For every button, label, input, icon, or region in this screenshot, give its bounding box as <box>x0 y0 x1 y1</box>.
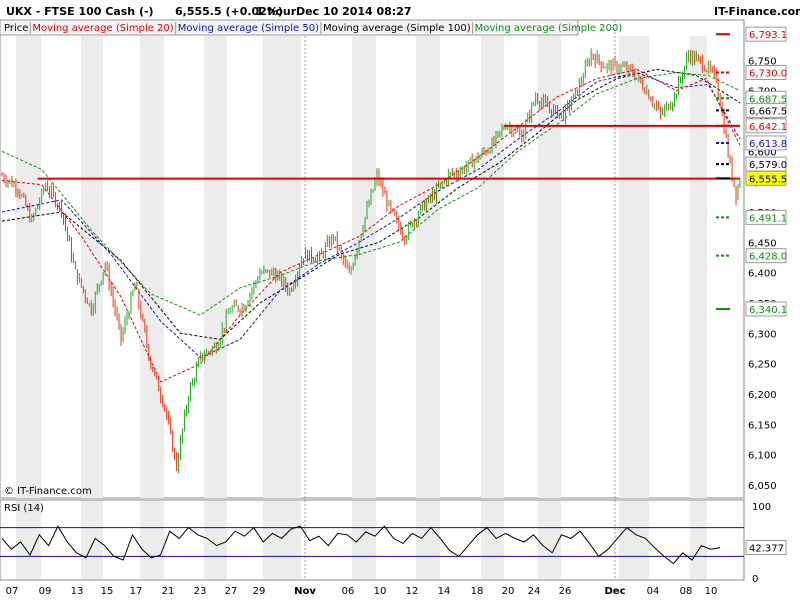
rsi-panel-frame <box>0 499 745 581</box>
session-band <box>416 36 440 498</box>
price-tag-label: 6,428.0 <box>749 252 787 263</box>
legend-box <box>0 19 579 36</box>
rsi-session-band <box>140 501 164 579</box>
legend-entry: Moving average (Simple 20) <box>32 23 173 34</box>
rsi-session-band <box>416 501 440 579</box>
interval-label: 1 hour <box>256 5 297 18</box>
price-tag-box <box>745 102 787 118</box>
session-band <box>352 36 376 498</box>
x-tick-label: 07 <box>6 586 19 597</box>
price-tag-label: 6,491.1 <box>749 213 787 224</box>
rsi-label: RSI (14) <box>4 503 44 514</box>
rsi-session-band <box>204 501 227 579</box>
rsi-line <box>1 525 721 565</box>
rsi-session-band <box>619 501 649 579</box>
price-tag-label: 6,613.8 <box>749 139 787 150</box>
x-tick-label: 10 <box>705 586 718 597</box>
x-tick-label: 04 <box>647 586 660 597</box>
y-tick-label: 6,300 <box>748 329 777 340</box>
y-tick-label: 6,100 <box>748 451 777 462</box>
price-tag-label: 6,687.5 <box>749 94 787 105</box>
session-band <box>16 36 41 498</box>
x-tick-label: 26 <box>559 586 572 597</box>
session-band <box>690 36 707 498</box>
brand-label: IT-Finance.com <box>714 5 800 18</box>
x-tick-label: 06 <box>342 586 355 597</box>
x-tick-label: 21 <box>162 586 175 597</box>
legend-entry: Moving average (Simple 200) <box>475 23 623 34</box>
session-band <box>263 36 301 498</box>
price-tag-box <box>745 26 787 42</box>
session-band <box>204 36 227 498</box>
x-tick-label: 08 <box>680 586 693 597</box>
price-tag-box <box>745 135 787 151</box>
symbol-title: UKX - FTSE 100 Cash (-) <box>6 5 154 18</box>
price-tag-label: 6,579.0 <box>749 160 787 171</box>
y-tick-label: 6,600 <box>748 147 777 158</box>
legend-entry: Moving average (Simple 50) <box>178 23 319 34</box>
session-band <box>538 36 561 498</box>
copyright-label: © IT-Finance.com <box>4 486 92 497</box>
x-tick-label: 14 <box>438 586 451 597</box>
rsi-session-band <box>538 501 561 579</box>
price-tag-box <box>745 248 787 264</box>
price-tag-box <box>745 301 787 317</box>
legend: Price Moving average (Simple 20) Moving av… <box>0 19 623 36</box>
rsi-value-label: 42.377 <box>749 543 784 554</box>
price-tag-label: 6,730.0 <box>749 68 787 79</box>
price-tag-label: 6,642.1 <box>749 122 787 133</box>
rsi-session-band <box>352 501 376 579</box>
x-tick-label: 29 <box>253 586 266 597</box>
session-band <box>140 36 164 498</box>
y-tick-label: 6,450 <box>748 238 777 249</box>
x-tick-label: Dec <box>604 586 625 597</box>
quote-value: 6,555.5 (+0.02%) <box>175 5 283 18</box>
rsi-session-band <box>263 501 301 579</box>
series-line-ma200 <box>1 71 741 316</box>
x-tick-label: 17 <box>130 586 143 597</box>
rsi-session-band <box>481 501 504 579</box>
price-tag-box <box>745 170 787 186</box>
x-tick-label: 18 <box>471 586 484 597</box>
x-tick-label: 20 <box>502 586 515 597</box>
price-tag-label: 6,340.1 <box>749 305 787 316</box>
rsi-value-box <box>745 539 787 555</box>
session-band <box>81 36 103 498</box>
price-tag-label: 6,793.1 <box>749 30 787 41</box>
rsi-session-band <box>690 501 707 579</box>
y-tick-label: 6,750 <box>748 56 777 67</box>
y-tick-label: 6,400 <box>748 269 777 280</box>
x-tick-label: 23 <box>194 586 207 597</box>
x-tick-label: 12 <box>406 586 419 597</box>
legend-entry: Moving average (Simple 100) <box>323 23 471 34</box>
x-tick-label: 24 <box>528 586 541 597</box>
legend-entry: Price <box>4 23 28 34</box>
rsi-y-tick-label: 0 <box>752 574 758 585</box>
y-tick-label: 6,150 <box>748 420 777 431</box>
x-tick-label: 09 <box>39 586 52 597</box>
price-tag-box <box>745 209 787 225</box>
x-tick-label: 27 <box>225 586 238 597</box>
x-tick-label: Nov <box>294 586 316 597</box>
session-band <box>481 36 504 498</box>
x-tick-label: 13 <box>71 586 84 597</box>
y-tick-label: 6,050 <box>748 481 777 492</box>
x-tick-label: 10 <box>374 586 387 597</box>
x-tick-label: 15 <box>101 586 114 597</box>
rsi-y-tick-label: 100 <box>752 502 771 513</box>
y-tick-label: 6,200 <box>748 390 777 401</box>
y-tick-label: 6,250 <box>748 360 777 371</box>
price-tag-label: 6,667.5 <box>749 106 787 117</box>
rsi-session-band <box>81 501 103 579</box>
price-tag-box <box>745 64 787 80</box>
price-tag-label: 6,555.5 <box>749 174 787 185</box>
header-bar <box>0 0 800 20</box>
price-tag-box <box>745 118 787 134</box>
datetime-label: Dec 10 2014 08:27 <box>296 5 412 18</box>
session-band <box>619 36 649 498</box>
